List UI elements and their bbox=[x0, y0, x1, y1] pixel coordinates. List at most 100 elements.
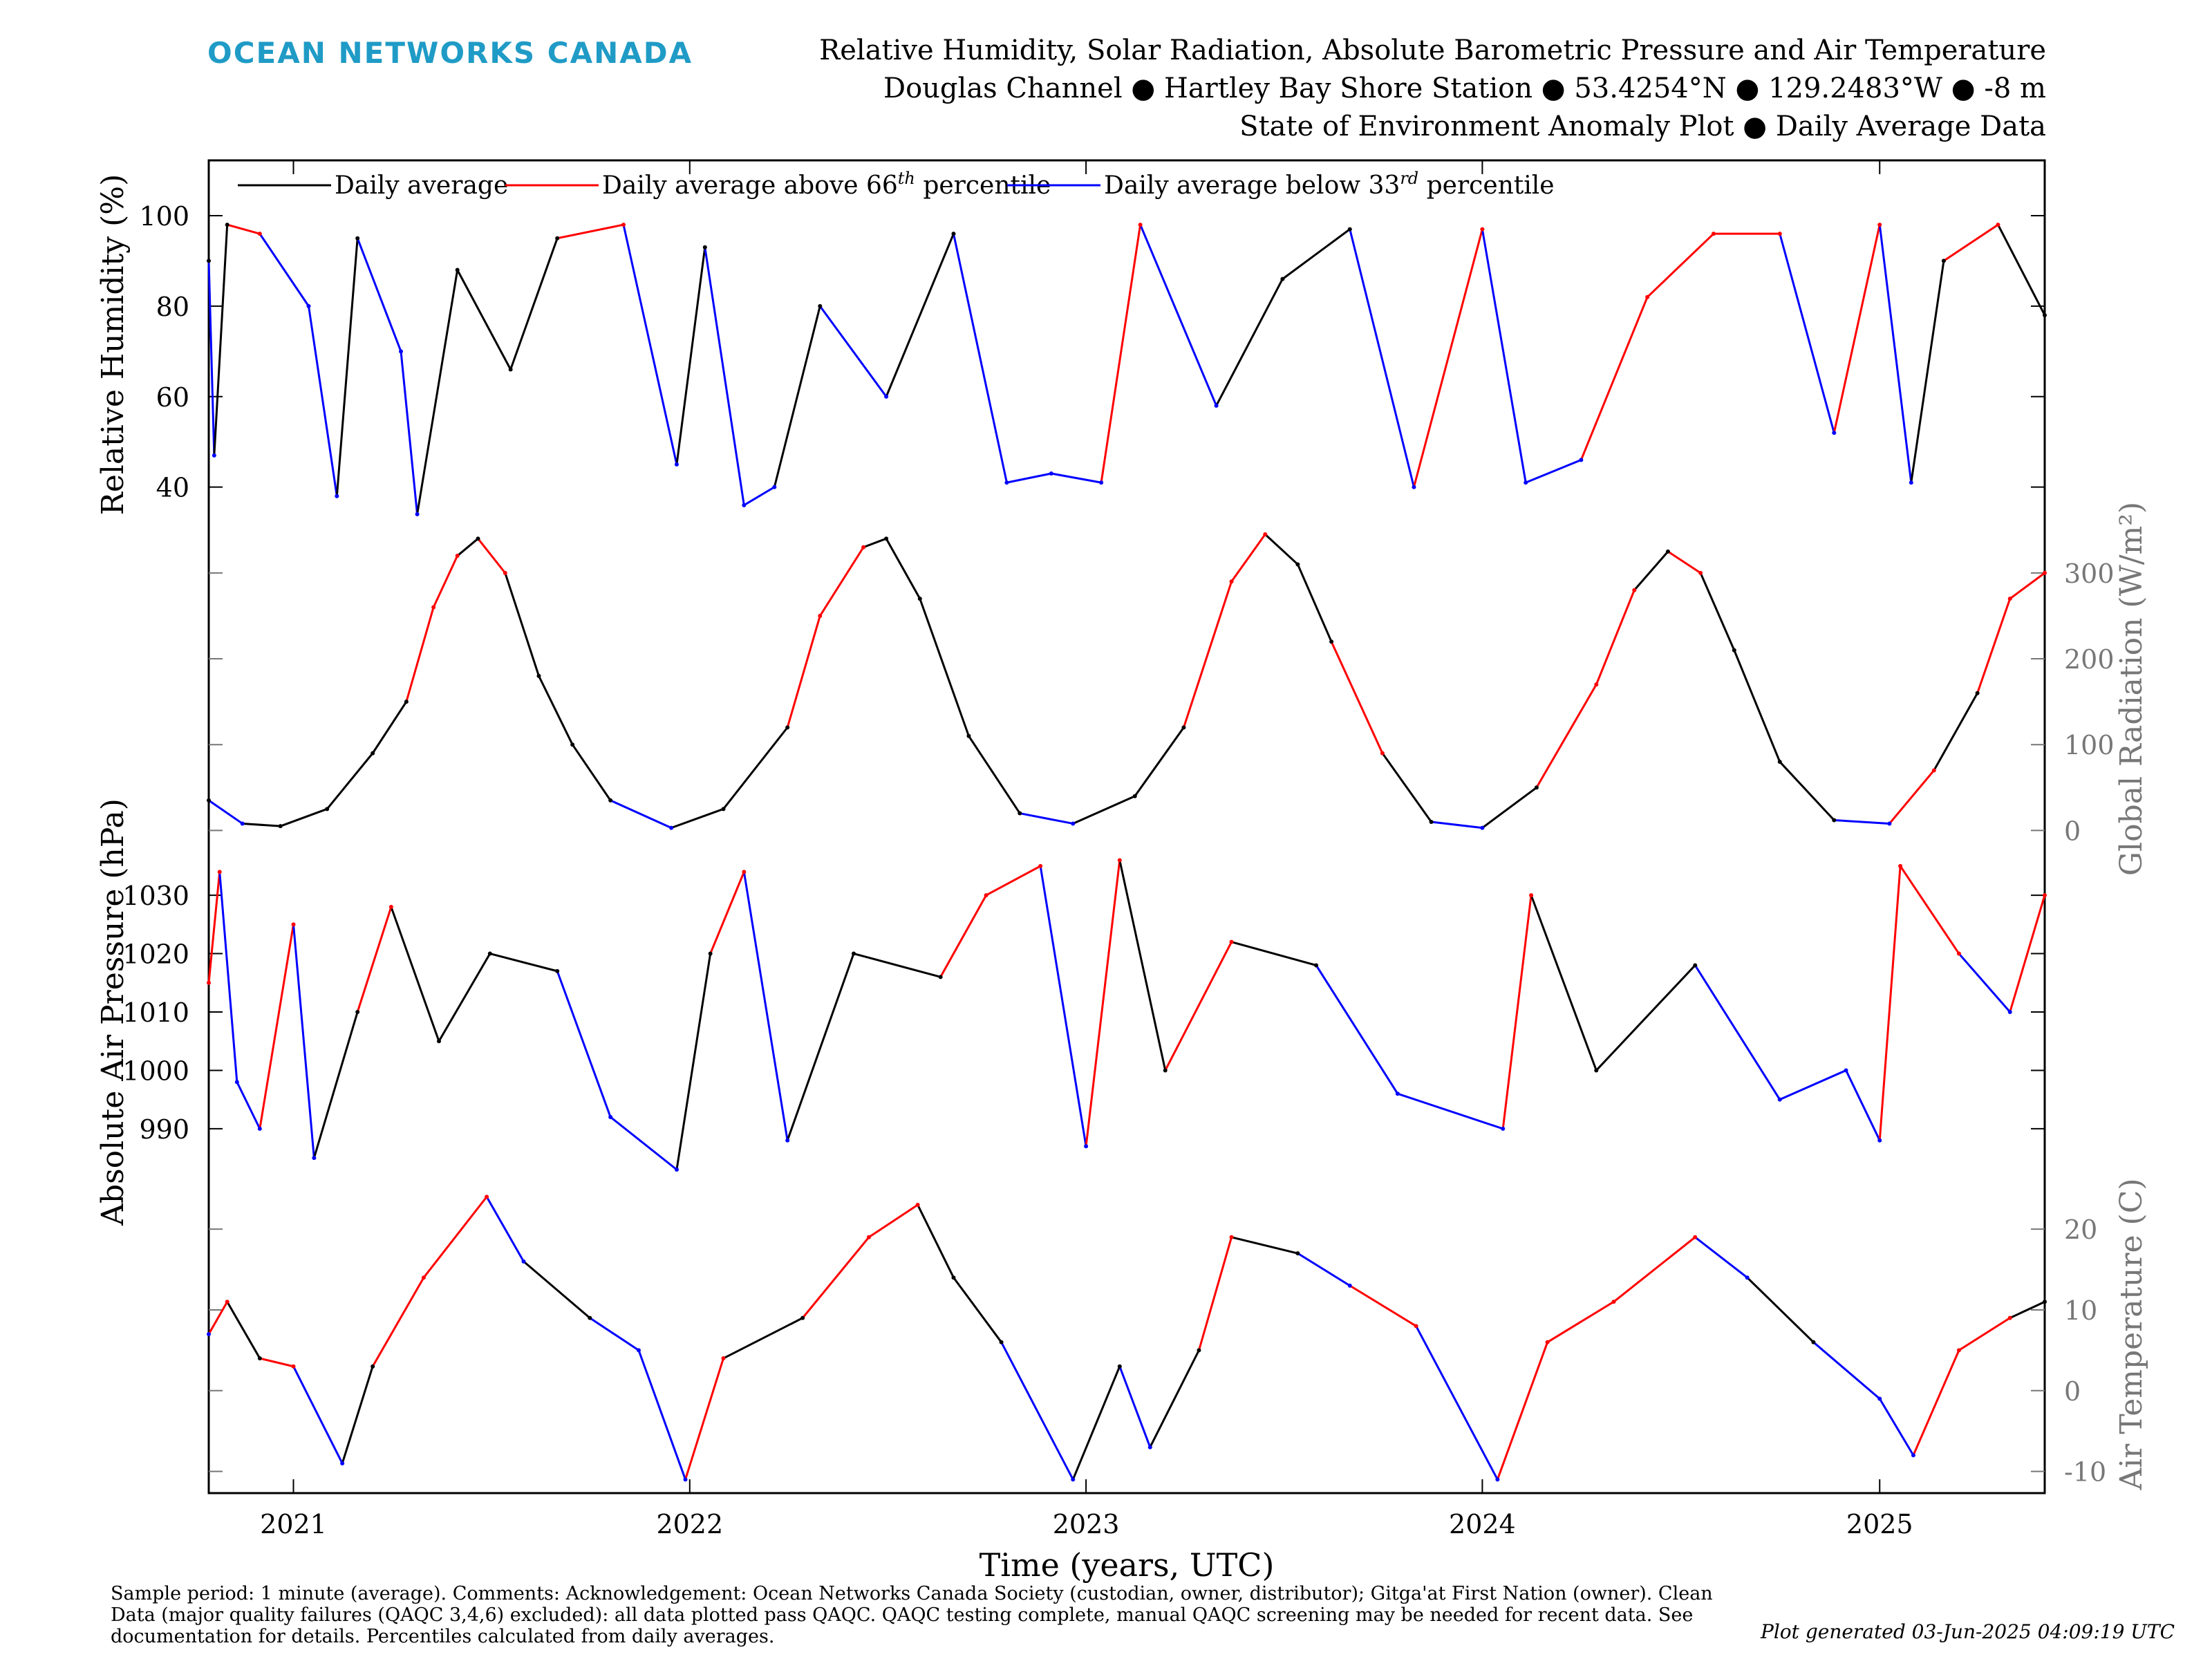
data-point bbox=[455, 268, 460, 272]
series-segment bbox=[477, 537, 507, 574]
series-segment bbox=[504, 572, 540, 677]
data-point bbox=[938, 975, 943, 980]
data-point bbox=[608, 798, 613, 803]
data-point bbox=[1732, 648, 1736, 653]
data-point bbox=[1429, 819, 1434, 824]
series-segment bbox=[456, 269, 512, 371]
series-segment bbox=[405, 606, 435, 703]
footer-notes: Sample period: 1 minute (average). Comme… bbox=[111, 1583, 1713, 1647]
data-point bbox=[1975, 691, 1980, 695]
data-point bbox=[800, 1315, 805, 1320]
data-point bbox=[1594, 682, 1599, 687]
data-point bbox=[772, 485, 777, 489]
data-point bbox=[1414, 1324, 1418, 1329]
series-segment bbox=[400, 350, 419, 516]
data-point bbox=[355, 1010, 360, 1014]
series-segment bbox=[371, 1276, 425, 1368]
data-point bbox=[1887, 821, 1892, 826]
data-point bbox=[1163, 1068, 1168, 1073]
data-point bbox=[399, 349, 404, 354]
series-segment bbox=[226, 1300, 261, 1360]
chart-subtitle-location: Douglas Channel ● Hartley Bay Shore Stat… bbox=[883, 73, 2046, 104]
panel-air_temperature: -10 0 10 20 Air Temperature (C) bbox=[207, 1178, 2149, 1491]
series-segment bbox=[556, 223, 625, 240]
data-point bbox=[2043, 1300, 2047, 1304]
chart-title: Relative Humidity, Solar Radiation, Abso… bbox=[819, 35, 2046, 66]
ytick-label: 0 bbox=[2064, 816, 2081, 846]
data-point bbox=[485, 1194, 489, 1199]
data-point bbox=[818, 613, 823, 618]
data-point bbox=[951, 1275, 956, 1280]
series-segment bbox=[1699, 572, 1736, 652]
series-segment bbox=[588, 1317, 640, 1351]
series-segment bbox=[1595, 589, 1635, 686]
series-segment bbox=[1910, 259, 1945, 484]
data-point bbox=[207, 259, 211, 263]
data-point bbox=[421, 1275, 426, 1280]
series-segment bbox=[485, 1195, 525, 1263]
series-segment bbox=[1481, 786, 1538, 830]
series-segment bbox=[537, 675, 574, 746]
series-segment bbox=[438, 953, 491, 1042]
series-segment bbox=[952, 232, 1008, 484]
data-point bbox=[915, 1203, 920, 1208]
series-segment bbox=[2009, 572, 2046, 600]
data-point bbox=[257, 232, 262, 236]
series-segment bbox=[818, 546, 865, 617]
data-point bbox=[1501, 1126, 1506, 1131]
data-point bbox=[866, 1235, 871, 1239]
generated-timestamp: Plot generated 03-Jun-2025 04:09:19 UTC bbox=[1761, 1620, 2175, 1643]
series-segment bbox=[1381, 752, 1433, 823]
series-segment bbox=[1230, 533, 1266, 583]
series-segment bbox=[919, 597, 970, 738]
data-point bbox=[455, 554, 460, 559]
series-segment bbox=[1933, 692, 1979, 771]
series-segment bbox=[622, 223, 678, 466]
ytick-label: 200 bbox=[2064, 644, 2115, 675]
data-point bbox=[521, 1259, 526, 1264]
series-segment bbox=[1595, 964, 1696, 1071]
data-point bbox=[702, 245, 707, 250]
series-segment bbox=[1149, 1349, 1200, 1449]
series-segment bbox=[773, 305, 821, 489]
data-point bbox=[1996, 223, 2000, 227]
series-segment bbox=[1912, 1349, 1960, 1456]
data-point bbox=[608, 1115, 613, 1119]
data-point bbox=[1931, 768, 1936, 773]
data-point bbox=[674, 462, 679, 467]
data-point bbox=[1049, 471, 1053, 476]
data-point bbox=[984, 893, 988, 898]
legend-below-label: Daily average below 33rd percentile bbox=[1104, 169, 1555, 200]
xtick-label: 2023 bbox=[1053, 1509, 1120, 1539]
data-point bbox=[1832, 431, 1837, 435]
data-point bbox=[818, 303, 823, 308]
xtick-label: 2024 bbox=[1449, 1509, 1516, 1539]
data-point bbox=[278, 824, 283, 829]
series-segment bbox=[292, 923, 315, 1159]
ytick-label: -10 bbox=[2064, 1457, 2106, 1488]
series-segment bbox=[1524, 458, 1582, 484]
data-point bbox=[1229, 579, 1234, 584]
data-point bbox=[487, 951, 492, 956]
series-segment bbox=[1942, 223, 1999, 262]
data-point bbox=[1693, 963, 1698, 968]
data-point bbox=[1594, 1068, 1599, 1073]
series-segment bbox=[1085, 859, 1121, 1147]
series-segment bbox=[675, 246, 706, 466]
series-segment bbox=[1349, 228, 1415, 489]
data-point bbox=[917, 597, 922, 601]
data-point bbox=[508, 367, 513, 372]
data-point bbox=[306, 303, 311, 308]
data-point bbox=[291, 1364, 296, 1369]
data-point bbox=[1941, 259, 1946, 263]
series-segment bbox=[1580, 296, 1649, 461]
data-point bbox=[621, 223, 626, 227]
series-segment bbox=[416, 269, 459, 516]
data-point bbox=[884, 536, 889, 541]
xtick-label: 2025 bbox=[1846, 1509, 1913, 1539]
data-point bbox=[1295, 1251, 1300, 1256]
series-segment bbox=[818, 305, 888, 398]
series-segment bbox=[1349, 1284, 1418, 1327]
series-segment bbox=[1296, 1252, 1351, 1287]
